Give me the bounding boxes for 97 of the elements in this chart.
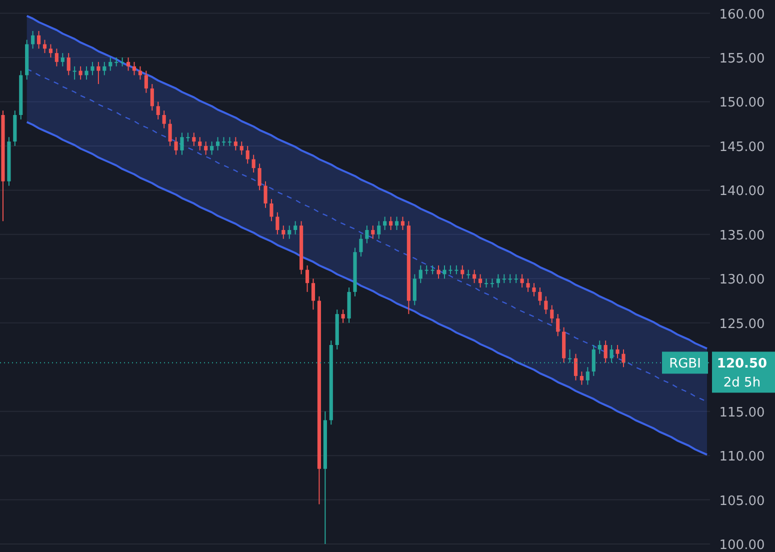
candlestick: [168, 118, 172, 146]
candlestick: [418, 264, 422, 284]
candlestick: [126, 57, 130, 72]
candlestick: [72, 66, 76, 80]
candlestick: [616, 344, 620, 359]
candlestick: [144, 70, 148, 94]
y-tick-label: 150.00: [719, 96, 765, 111]
candlestick: [264, 180, 268, 208]
candlestick: [132, 61, 136, 76]
candlestick: [240, 141, 244, 156]
candlestick: [54, 48, 58, 67]
candlestick: [550, 304, 554, 324]
candlestick: [228, 136, 232, 146]
candlestick: [490, 278, 494, 288]
candlestick: [389, 216, 393, 230]
candlestick: [31, 30, 35, 50]
candlestick: [412, 274, 416, 306]
candlestick: [400, 216, 405, 230]
candlestick: [478, 274, 482, 288]
candlestick: [246, 145, 250, 164]
y-tick-label: 130.00: [719, 272, 765, 288]
candlestick: [60, 52, 64, 67]
candlestick: [622, 348, 626, 368]
candlestick: [604, 340, 608, 364]
y-tick-label: 105.00: [719, 494, 765, 509]
candlestick: [556, 314, 560, 337]
candlestick: [258, 163, 262, 191]
candlestick: [252, 154, 256, 173]
candlestick: [294, 220, 298, 235]
y-tick-label: 135.00: [719, 228, 765, 244]
y-tick-label: 125.00: [719, 316, 765, 332]
line-series: [26, 121, 708, 456]
candlestick: [472, 269, 476, 284]
candlestick: [484, 278, 488, 288]
candlestick: [198, 136, 202, 151]
text: 2d 5h: [723, 376, 761, 391]
y-tick-label: 145.00: [719, 140, 765, 155]
candlestick: [174, 136, 178, 156]
candlestick: [341, 309, 345, 324]
candlestick: [90, 61, 94, 76]
candlestick: [442, 264, 446, 280]
candlestick: [156, 101, 160, 120]
candlestick: [383, 216, 387, 230]
candlestick: [204, 141, 208, 156]
line-series: [26, 14, 708, 350]
candlestick: [496, 274, 500, 288]
candlestick: [48, 44, 53, 58]
candlestick: [377, 220, 381, 240]
candlestick: [538, 287, 542, 306]
candlestick: [580, 371, 584, 386]
candlestick: [222, 136, 226, 146]
candlestick: [532, 282, 536, 297]
candlestick: [508, 274, 512, 284]
candlestick: [598, 340, 602, 354]
candlestick: [311, 278, 316, 310]
y-tick-label: 115.00: [719, 405, 765, 420]
y-tick-label: 110.00: [719, 450, 765, 465]
candlestick: [359, 234, 363, 258]
candlestick: [586, 366, 590, 386]
candlestick: [84, 66, 88, 80]
candlestick: [276, 212, 280, 235]
text: 120.50: [716, 356, 768, 372]
y-tick-label: 100.00: [719, 538, 765, 552]
candlestick: [120, 57, 124, 67]
candlestick: [114, 57, 118, 67]
candlestick: [526, 278, 530, 292]
candlestick: [288, 225, 292, 240]
candlestick: [574, 353, 578, 381]
ref-line-label: RGBI: [669, 356, 701, 372]
candlestick: [216, 136, 220, 151]
candlestick: [42, 39, 47, 54]
candlestick: [186, 132, 190, 142]
candlestick: [162, 110, 166, 129]
candlestick: [210, 141, 214, 156]
candlestick: [365, 225, 369, 244]
candlestick: [282, 225, 286, 240]
candlestick: [192, 132, 196, 146]
candlestick: [436, 264, 440, 280]
candlestick: [520, 274, 524, 288]
candlestick: [305, 264, 310, 292]
candlestick: [66, 52, 70, 76]
y-tick-label: 155.00: [719, 52, 765, 66]
candlestick: [514, 274, 518, 284]
y-tick-label: 160.00: [719, 7, 765, 22]
candlestick: [96, 61, 100, 85]
candlestick: [270, 198, 274, 222]
candlestick: [36, 30, 41, 50]
candlestick: [502, 274, 506, 284]
candlestick: [108, 57, 112, 72]
candlestick: [150, 84, 154, 112]
candlestick: [544, 296, 548, 315]
candlestick: [102, 61, 106, 76]
candlestick: [234, 136, 238, 151]
candlestick: [180, 132, 184, 156]
candlestick: [371, 225, 375, 240]
y-tick-label: 140.00: [719, 184, 765, 200]
candlestick: [394, 216, 399, 230]
